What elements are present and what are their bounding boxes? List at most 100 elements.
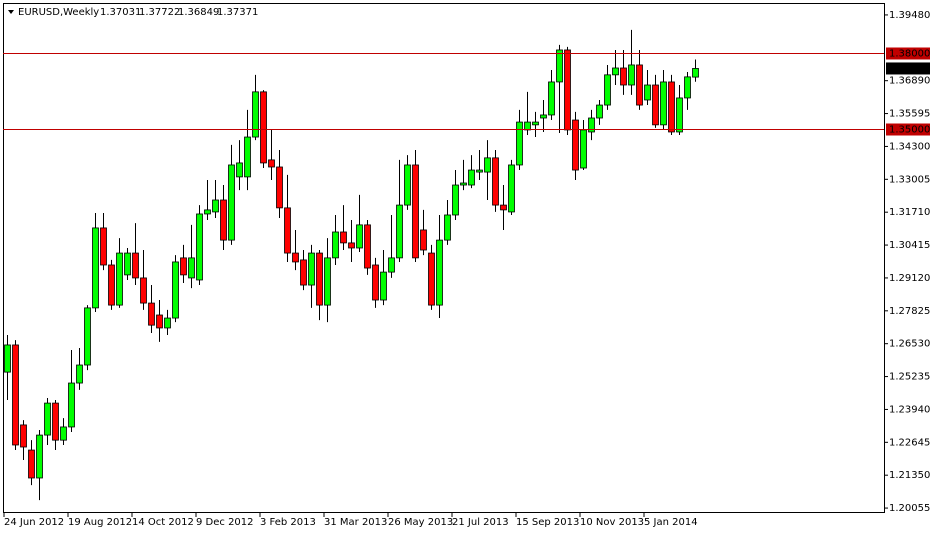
candle-body (428, 252, 435, 306)
candle-body (444, 214, 451, 241)
menu-icon[interactable] (8, 10, 14, 14)
candle-body (604, 74, 611, 106)
candle-body (188, 257, 195, 279)
candle-body (372, 264, 379, 301)
candle-body (364, 224, 371, 269)
candle-body (276, 166, 283, 209)
header-high: 1.37722 (139, 7, 180, 18)
candle-body (644, 84, 651, 101)
chart-title: EURUSD,Weekly (18, 7, 99, 18)
x-tick-label: 10 Nov 2013 (580, 517, 644, 528)
y-tick-label: 1.23940 (889, 404, 930, 415)
candle-body (636, 64, 643, 106)
candle-body (76, 364, 83, 384)
candle-body (460, 182, 467, 186)
level-label-box (886, 123, 930, 136)
candle-body (612, 67, 619, 76)
candle-body (156, 314, 163, 329)
candle-body (4, 344, 11, 373)
candle-body (140, 277, 147, 304)
candle-body (236, 162, 243, 178)
candle-body (44, 402, 51, 436)
candle-body (356, 224, 363, 249)
price-label: 1.37371 (889, 63, 930, 74)
candle-body (516, 121, 523, 166)
candle-body (316, 252, 323, 306)
candle-body (124, 252, 131, 276)
header-low: 1.36849 (178, 7, 219, 18)
candle-body (540, 114, 547, 119)
candle-body (660, 81, 667, 126)
candle-body (452, 184, 459, 216)
candle-body (484, 157, 491, 173)
candle-body (84, 307, 91, 366)
candle-body (132, 252, 139, 279)
candle-body (116, 252, 123, 306)
candle-body (532, 121, 539, 126)
x-tick-label: 3 Feb 2013 (260, 517, 316, 528)
candle-body (396, 204, 403, 259)
candle-body (620, 67, 627, 86)
candle-body (492, 157, 499, 206)
candle-body (420, 229, 427, 251)
candle-body (268, 159, 275, 168)
candle-body (324, 257, 331, 306)
candle-body (20, 424, 27, 448)
level-label: 1.38000 (889, 49, 930, 60)
candle-body (564, 49, 571, 131)
y-tick-label: 1.22645 (889, 437, 930, 448)
candle-body (308, 252, 315, 286)
y-tick-label: 1.25235 (889, 372, 930, 383)
price-label-box (886, 62, 930, 75)
candle-body (28, 449, 35, 479)
header-open: 1.37031 (100, 7, 141, 18)
candle-body (228, 164, 235, 241)
candle-body (380, 271, 387, 301)
x-tick-label: 21 Jul 2013 (452, 517, 509, 528)
candle-body (468, 169, 475, 186)
y-tick-label: 1.36890 (889, 76, 930, 87)
candle-body (692, 68, 699, 78)
candle-body (476, 169, 483, 173)
candle-body (52, 402, 59, 441)
y-tick-label: 1.31710 (889, 207, 930, 218)
candle-body (300, 259, 307, 286)
candle-body (100, 227, 107, 266)
candle-body (36, 434, 43, 479)
x-tick-label: 24 Jun 2012 (4, 517, 64, 528)
candle-body (204, 209, 211, 215)
y-tick-label: 1.33005 (889, 174, 930, 185)
candle-body (164, 317, 171, 329)
candle-body (292, 252, 299, 263)
candle-body (404, 164, 411, 206)
candle-body (68, 382, 75, 428)
candle-body (284, 207, 291, 254)
candle-body (436, 239, 443, 306)
x-tick-label: 5 Jan 2014 (644, 517, 698, 528)
y-tick-label: 1.34300 (889, 141, 930, 152)
candle-body (332, 231, 339, 259)
y-tick-label: 1.35595 (889, 109, 930, 120)
x-tick-label: 31 Mar 2013 (324, 517, 387, 528)
y-tick-label: 1.21350 (889, 470, 930, 481)
x-tick-label: 15 Sep 2013 (516, 517, 579, 528)
candle-body (572, 119, 579, 171)
candle-body (60, 426, 67, 441)
candle-body (676, 97, 683, 133)
candle-body (348, 242, 355, 249)
candle-body (196, 213, 203, 281)
candle-body (172, 261, 179, 319)
candle-body (388, 257, 395, 273)
y-tick-label: 1.30415 (889, 240, 930, 251)
candle-body (628, 64, 635, 86)
candle-body (244, 136, 251, 178)
y-tick-label: 1.39480 (889, 10, 930, 21)
candle-body (92, 227, 99, 309)
candle-body (412, 164, 419, 259)
candle-body (180, 257, 187, 276)
candle-body (556, 49, 563, 83)
plot-frame (3, 3, 885, 513)
candle-body (684, 76, 691, 99)
candle-body (220, 199, 227, 241)
